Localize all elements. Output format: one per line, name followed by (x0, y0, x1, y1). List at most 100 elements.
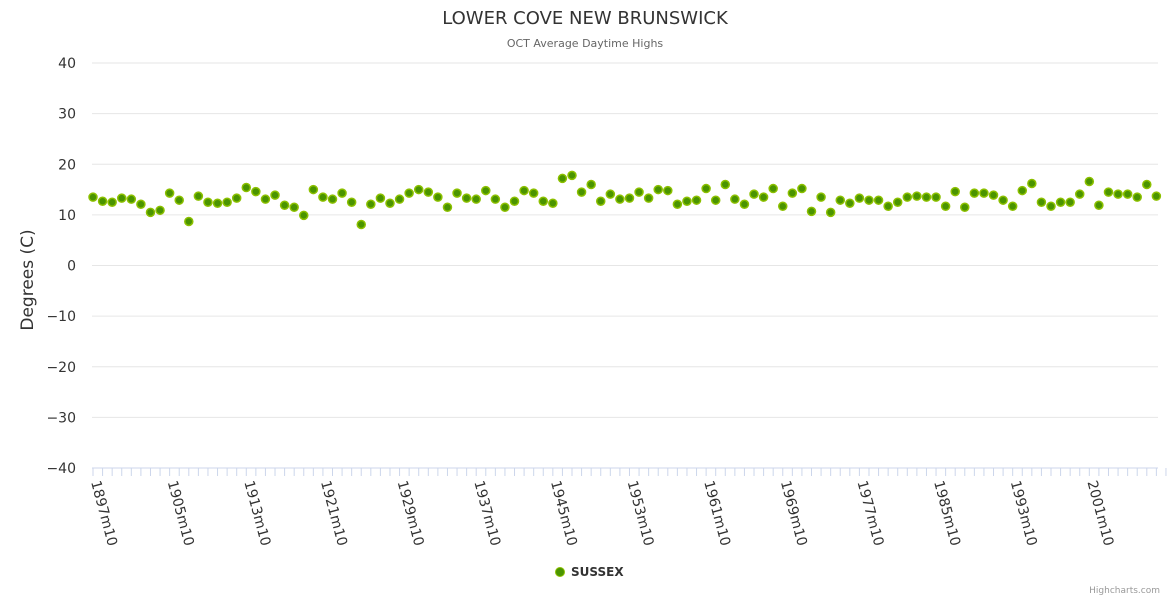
data-point[interactable] (308, 184, 319, 195)
data-point[interactable] (672, 199, 683, 209)
data-point[interactable] (1046, 201, 1056, 212)
data-point[interactable] (433, 192, 443, 202)
data-point[interactable] (251, 186, 261, 197)
data-point[interactable] (1142, 179, 1152, 190)
data-point[interactable] (873, 195, 884, 205)
data-point[interactable] (1074, 189, 1085, 199)
data-point[interactable] (816, 192, 826, 202)
data-point[interactable] (653, 184, 663, 195)
data-point[interactable] (136, 199, 146, 209)
data-point[interactable] (327, 194, 338, 204)
data-point[interactable] (423, 187, 434, 197)
data-point[interactable] (960, 202, 970, 213)
data-point[interactable] (940, 201, 951, 212)
data-point[interactable] (1027, 178, 1037, 189)
data-point[interactable] (270, 190, 280, 200)
data-point[interactable] (797, 183, 807, 194)
data-point[interactable] (605, 189, 616, 199)
data-point[interactable] (950, 186, 960, 197)
data-point[interactable] (318, 192, 328, 202)
data-point[interactable] (279, 200, 290, 211)
data-point[interactable] (107, 197, 117, 207)
data-point[interactable] (126, 194, 137, 204)
data-point[interactable] (806, 206, 817, 217)
data-point[interactable] (1065, 197, 1075, 207)
legend-item-sussex[interactable]: SUSSEX (555, 565, 624, 579)
data-point[interactable] (528, 188, 539, 198)
data-point[interactable] (998, 195, 1008, 205)
data-point[interactable] (299, 210, 309, 221)
data-point[interactable] (203, 197, 213, 207)
data-point[interactable] (1151, 191, 1162, 201)
data-point[interactable] (461, 193, 472, 203)
data-point[interactable] (682, 196, 692, 206)
data-point[interactable] (452, 188, 462, 198)
data-point[interactable] (366, 199, 376, 209)
data-point[interactable] (346, 197, 357, 207)
data-point[interactable] (184, 216, 194, 227)
data-point[interactable] (586, 179, 596, 190)
data-point[interactable] (739, 199, 750, 209)
data-point[interactable] (557, 173, 568, 184)
data-point[interactable] (509, 196, 520, 206)
data-point[interactable] (193, 191, 204, 201)
data-point[interactable] (212, 198, 223, 208)
data-point[interactable] (97, 196, 108, 206)
data-point[interactable] (231, 193, 242, 203)
data-point[interactable] (404, 188, 414, 198)
data-point[interactable] (500, 202, 510, 213)
data-point[interactable] (88, 192, 98, 202)
data-point[interactable] (701, 183, 711, 194)
data-point[interactable] (1055, 197, 1066, 207)
data-point[interactable] (624, 193, 635, 203)
data-point[interactable] (912, 191, 922, 201)
data-point[interactable] (988, 190, 999, 200)
data-point[interactable] (375, 193, 386, 203)
data-point[interactable] (145, 207, 156, 218)
data-point[interactable] (260, 194, 271, 204)
data-point[interactable] (749, 189, 759, 199)
data-point[interactable] (481, 185, 491, 196)
data-point[interactable] (1113, 189, 1123, 199)
data-point[interactable] (902, 192, 913, 202)
data-point[interactable] (1103, 187, 1114, 197)
data-point[interactable] (490, 194, 501, 204)
data-point[interactable] (567, 170, 577, 181)
data-point[interactable] (356, 219, 366, 230)
data-point[interactable] (164, 188, 175, 198)
data-point[interactable] (289, 202, 299, 213)
data-point[interactable] (155, 205, 165, 216)
data-point[interactable] (710, 195, 721, 205)
data-point[interactable] (921, 192, 932, 202)
data-point[interactable] (730, 194, 740, 204)
data-point[interactable] (1017, 185, 1028, 196)
data-point[interactable] (241, 182, 252, 193)
data-point[interactable] (394, 194, 405, 204)
data-point[interactable] (471, 194, 481, 204)
data-point[interactable] (787, 188, 798, 198)
data-point[interactable] (538, 196, 549, 206)
data-point[interactable] (385, 198, 395, 208)
data-point[interactable] (778, 201, 788, 212)
data-point[interactable] (1007, 201, 1018, 212)
data-point[interactable] (413, 184, 424, 195)
data-point[interactable] (222, 197, 232, 207)
data-point[interactable] (548, 198, 558, 208)
data-point[interactable] (643, 193, 654, 203)
data-point[interactable] (883, 201, 893, 212)
data-point[interactable] (442, 202, 453, 213)
data-point[interactable] (931, 192, 941, 202)
credits-link[interactable]: Highcharts.com (1089, 586, 1160, 596)
data-point[interactable] (845, 198, 855, 208)
data-point[interactable] (116, 193, 127, 203)
data-point[interactable] (1036, 197, 1047, 207)
data-point[interactable] (595, 196, 606, 206)
data-point[interactable] (979, 188, 989, 198)
data-point[interactable] (337, 188, 347, 198)
data-point[interactable] (663, 185, 673, 196)
data-point[interactable] (576, 187, 587, 197)
data-point[interactable] (691, 195, 702, 205)
data-point[interactable] (1132, 192, 1142, 202)
data-point[interactable] (634, 187, 644, 197)
data-point[interactable] (519, 185, 529, 196)
